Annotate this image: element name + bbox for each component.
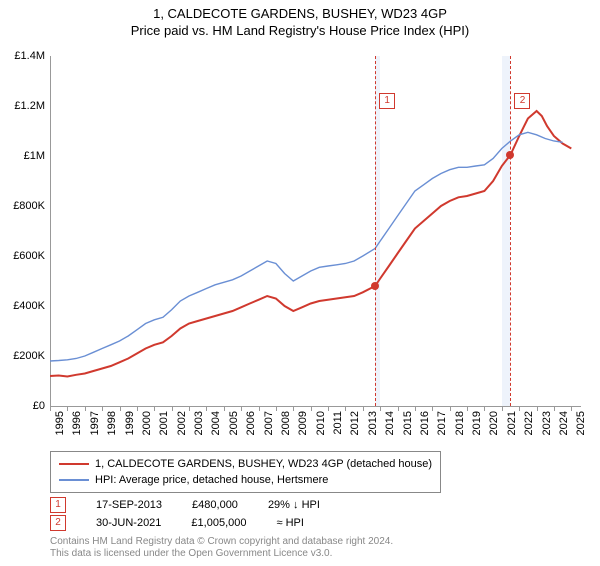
x-tick-label: 2019 — [471, 411, 483, 435]
x-tick-label: 2011 — [332, 411, 344, 435]
transaction-delta: ≈ HPI — [276, 517, 303, 529]
marker-dot — [371, 282, 379, 290]
marker-box: 2 — [514, 93, 530, 109]
legend-row: HPI: Average price, detached house, Hert… — [59, 472, 432, 488]
x-tick-label: 2018 — [454, 411, 466, 435]
x-tick-label: 1995 — [54, 411, 66, 435]
transaction-date: 30-JUN-2021 — [96, 517, 161, 529]
legend-swatch — [59, 463, 89, 465]
x-tick-label: 2006 — [245, 411, 257, 435]
chart-area: 12 £0£200K£400K£600K£800K£1M£1.2M£1.4M 1… — [50, 56, 580, 406]
legend-row: 1, CALDECOTE GARDENS, BUSHEY, WD23 4GP (… — [59, 456, 432, 472]
y-tick-label: £0 — [0, 400, 45, 412]
y-tick-label: £1.2M — [0, 100, 45, 112]
x-tick-label: 2016 — [419, 411, 431, 435]
x-tick-label: 1997 — [89, 411, 101, 435]
x-tick-label: 2001 — [158, 411, 170, 435]
footnote: Contains HM Land Registry data © Crown c… — [50, 536, 393, 560]
marker-vline — [375, 56, 376, 406]
transaction-price: £1,005,000 — [191, 517, 246, 529]
x-tick-label: 2021 — [506, 411, 518, 435]
footnote-line: Contains HM Land Registry data © Crown c… — [50, 536, 393, 548]
x-tick-label: 2024 — [558, 411, 570, 435]
chart-title: 1, CALDECOTE GARDENS, BUSHEY, WD23 4GP — [0, 6, 600, 21]
x-tick-label: 2012 — [349, 411, 361, 435]
legend-label: HPI: Average price, detached house, Hert… — [95, 472, 328, 488]
x-tick-label: 2008 — [280, 411, 292, 435]
legend: 1, CALDECOTE GARDENS, BUSHEY, WD23 4GP (… — [50, 451, 441, 493]
legend-label: 1, CALDECOTE GARDENS, BUSHEY, WD23 4GP (… — [95, 456, 432, 472]
transaction-row: 2 30-JUN-2021 £1,005,000 ≈ HPI — [50, 514, 320, 532]
y-tick-label: £1.4M — [0, 50, 45, 62]
x-tick-label: 2007 — [263, 411, 275, 435]
x-tick-label: 2022 — [523, 411, 535, 435]
chart-subtitle: Price paid vs. HM Land Registry's House … — [0, 23, 600, 38]
x-tick-label: 1999 — [124, 411, 136, 435]
x-tick-label: 2020 — [488, 411, 500, 435]
y-tick-label: £200K — [0, 350, 45, 362]
y-tick-label: £400K — [0, 300, 45, 312]
marker-icon: 2 — [50, 515, 66, 531]
marker-dot — [506, 151, 514, 159]
chart-lines — [50, 56, 580, 406]
x-tick-label: 2009 — [297, 411, 309, 435]
x-tick-label: 2003 — [193, 411, 205, 435]
footnote-line: This data is licensed under the Open Gov… — [50, 548, 393, 560]
legend-swatch — [59, 479, 89, 481]
x-tick-label: 2014 — [384, 411, 396, 435]
x-tick-label: 1996 — [71, 411, 83, 435]
series-hpi — [50, 132, 563, 361]
x-tick-label: 2023 — [541, 411, 553, 435]
x-tick-label: 1998 — [106, 411, 118, 435]
transaction-table: 1 17-SEP-2013 £480,000 29% ↓ HPI 2 30-JU… — [50, 496, 320, 532]
x-tick-label: 2000 — [141, 411, 153, 435]
x-tick-label: 2005 — [228, 411, 240, 435]
marker-vline — [510, 56, 511, 406]
x-tick-label: 2025 — [575, 411, 587, 435]
x-tick-label: 2002 — [176, 411, 188, 435]
transaction-delta: 29% ↓ HPI — [268, 499, 320, 511]
transaction-row: 1 17-SEP-2013 £480,000 29% ↓ HPI — [50, 496, 320, 514]
x-tick-label: 2004 — [210, 411, 222, 435]
x-tick-label: 2010 — [315, 411, 327, 435]
y-tick-label: £600K — [0, 250, 45, 262]
x-tick-label: 2015 — [402, 411, 414, 435]
marker-icon: 1 — [50, 497, 66, 513]
x-tick-label: 2013 — [367, 411, 379, 435]
x-tick-label: 2017 — [436, 411, 448, 435]
transaction-price: £480,000 — [192, 499, 238, 511]
transaction-date: 17-SEP-2013 — [96, 499, 162, 511]
y-tick-label: £800K — [0, 200, 45, 212]
marker-box: 1 — [379, 93, 395, 109]
y-tick-label: £1M — [0, 150, 45, 162]
